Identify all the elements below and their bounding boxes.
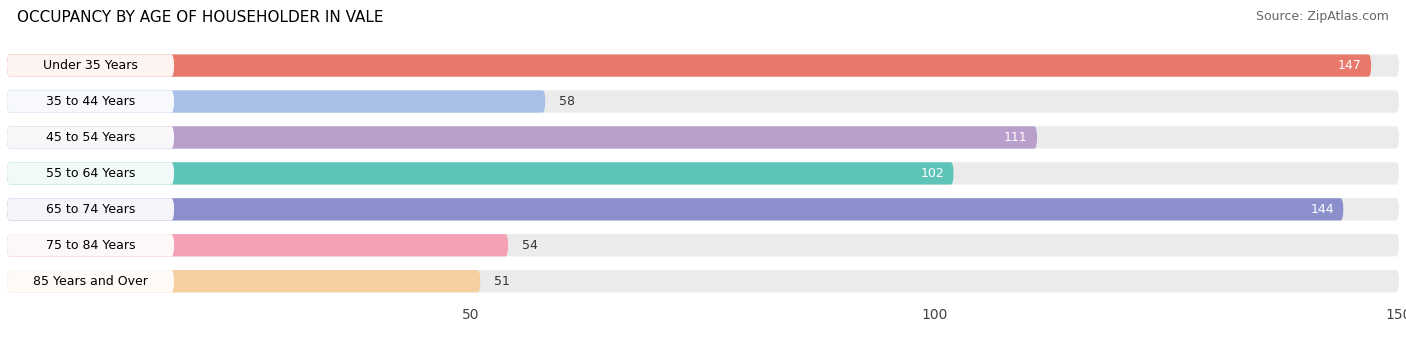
FancyBboxPatch shape: [7, 90, 174, 113]
Text: 51: 51: [495, 275, 510, 288]
Text: 35 to 44 Years: 35 to 44 Years: [46, 95, 135, 108]
FancyBboxPatch shape: [7, 198, 1399, 220]
Text: 54: 54: [522, 239, 538, 252]
Text: 55 to 64 Years: 55 to 64 Years: [46, 167, 135, 180]
Text: 45 to 54 Years: 45 to 54 Years: [46, 131, 135, 144]
FancyBboxPatch shape: [7, 162, 174, 185]
FancyBboxPatch shape: [7, 234, 174, 256]
FancyBboxPatch shape: [7, 270, 481, 292]
Text: OCCUPANCY BY AGE OF HOUSEHOLDER IN VALE: OCCUPANCY BY AGE OF HOUSEHOLDER IN VALE: [17, 10, 384, 25]
Text: 65 to 74 Years: 65 to 74 Years: [46, 203, 135, 216]
Text: 144: 144: [1310, 203, 1334, 216]
FancyBboxPatch shape: [7, 126, 1038, 149]
FancyBboxPatch shape: [7, 270, 1399, 292]
FancyBboxPatch shape: [7, 198, 174, 220]
Text: 147: 147: [1339, 59, 1362, 72]
Text: 75 to 84 Years: 75 to 84 Years: [46, 239, 135, 252]
Text: 58: 58: [560, 95, 575, 108]
FancyBboxPatch shape: [7, 54, 174, 77]
FancyBboxPatch shape: [7, 162, 953, 185]
FancyBboxPatch shape: [7, 234, 1399, 256]
FancyBboxPatch shape: [7, 126, 174, 149]
FancyBboxPatch shape: [7, 198, 1343, 220]
Text: 102: 102: [921, 167, 945, 180]
FancyBboxPatch shape: [7, 90, 546, 113]
FancyBboxPatch shape: [7, 54, 1399, 77]
FancyBboxPatch shape: [7, 90, 1399, 113]
Text: 85 Years and Over: 85 Years and Over: [34, 275, 148, 288]
Text: Under 35 Years: Under 35 Years: [44, 59, 138, 72]
FancyBboxPatch shape: [7, 54, 1371, 77]
FancyBboxPatch shape: [7, 162, 1399, 185]
FancyBboxPatch shape: [7, 234, 508, 256]
FancyBboxPatch shape: [7, 126, 1399, 149]
FancyBboxPatch shape: [7, 270, 174, 292]
Text: Source: ZipAtlas.com: Source: ZipAtlas.com: [1256, 10, 1389, 23]
Text: 111: 111: [1004, 131, 1028, 144]
